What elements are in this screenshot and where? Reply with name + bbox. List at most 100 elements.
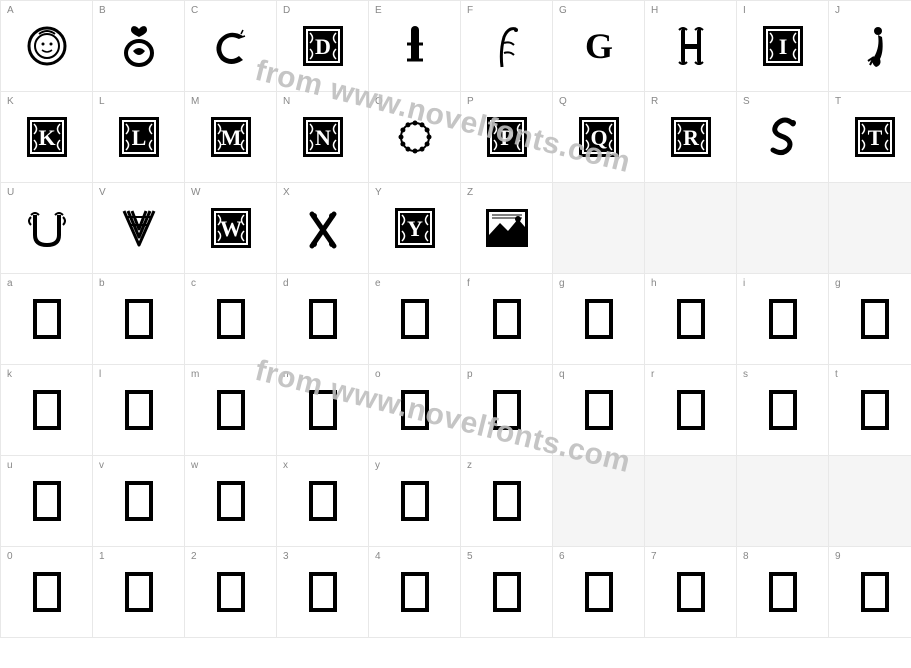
glyph-cell[interactable]: 1	[93, 547, 184, 637]
glyph-cell[interactable]: F	[461, 1, 552, 91]
missing-glyph-icon	[1, 365, 92, 455]
glyph-cell[interactable]: w	[185, 456, 276, 546]
glyph-cell[interactable]: y	[369, 456, 460, 546]
key-label: t	[835, 369, 838, 380]
glyph-cell[interactable]: J	[829, 1, 911, 91]
glyph-cell[interactable]: 6	[553, 547, 644, 637]
empty-cell	[737, 456, 828, 546]
glyph-cell[interactable]: H	[645, 1, 736, 91]
glyph-cell[interactable]: O	[369, 92, 460, 182]
key-label: M	[191, 96, 199, 107]
key-label: Y	[375, 187, 382, 198]
glyph-cell[interactable]: f	[461, 274, 552, 364]
glyph-cell[interactable]: l	[93, 365, 184, 455]
glyph-cell[interactable]: 5	[461, 547, 552, 637]
tofu-box-icon	[769, 299, 797, 339]
key-label: 0	[7, 551, 13, 562]
decorative-glyph-icon: L	[93, 92, 184, 182]
glyph-cell[interactable]: MM	[185, 92, 276, 182]
decorative-glyph-icon	[461, 1, 552, 91]
glyph-cell[interactable]: 4	[369, 547, 460, 637]
tofu-box-icon	[585, 572, 613, 612]
glyph-cell[interactable]: II	[737, 1, 828, 91]
glyph-cell[interactable]: Z	[461, 183, 552, 273]
tofu-box-icon	[401, 572, 429, 612]
glyph-cell[interactable]: NN	[277, 92, 368, 182]
glyph-cell[interactable]: LL	[93, 92, 184, 182]
glyph-cell[interactable]: B	[93, 1, 184, 91]
tofu-box-icon	[217, 390, 245, 430]
decorative-glyph-icon: N	[277, 92, 368, 182]
glyph-cell[interactable]: o	[369, 365, 460, 455]
glyph-cell[interactable]: DD	[277, 1, 368, 91]
glyph-cell[interactable]: h	[645, 274, 736, 364]
glyph-cell[interactable]: 0	[1, 547, 92, 637]
missing-glyph-icon	[737, 547, 828, 637]
glyph-cell[interactable]: TT	[829, 92, 911, 182]
decorative-glyph-icon: K	[1, 92, 92, 182]
glyph-cell[interactable]: WW	[185, 183, 276, 273]
glyph-cell[interactable]: a	[1, 274, 92, 364]
glyph-cell[interactable]: u	[1, 456, 92, 546]
tofu-box-icon	[585, 390, 613, 430]
tofu-box-icon	[309, 572, 337, 612]
glyph-cell[interactable]: X	[277, 183, 368, 273]
glyph-cell[interactable]: b	[93, 274, 184, 364]
glyph-cell[interactable]: V	[93, 183, 184, 273]
glyph-cell[interactable]: PP	[461, 92, 552, 182]
glyph-cell[interactable]: z	[461, 456, 552, 546]
missing-glyph-icon	[461, 456, 552, 546]
glyph-cell[interactable]: C	[185, 1, 276, 91]
glyph-cell[interactable]: d	[277, 274, 368, 364]
glyph-cell[interactable]: S	[737, 92, 828, 182]
key-label: e	[375, 278, 381, 289]
glyph-cell[interactable]: s	[737, 365, 828, 455]
glyph-cell[interactable]: e	[369, 274, 460, 364]
key-label: 9	[835, 551, 841, 562]
glyph-cell[interactable]: m	[185, 365, 276, 455]
missing-glyph-icon	[277, 456, 368, 546]
key-label: i	[743, 278, 745, 289]
tofu-box-icon	[217, 299, 245, 339]
key-label: Z	[467, 187, 473, 198]
missing-glyph-icon	[461, 365, 552, 455]
glyph-cell[interactable]: x	[277, 456, 368, 546]
glyph-cell[interactable]: g	[553, 274, 644, 364]
key-label: A	[7, 5, 14, 16]
glyph-cell[interactable]: n	[277, 365, 368, 455]
glyph-cell[interactable]: GG	[553, 1, 644, 91]
missing-glyph-icon	[369, 274, 460, 364]
key-label: w	[191, 460, 198, 471]
missing-glyph-icon	[553, 547, 644, 637]
glyph-cell[interactable]: v	[93, 456, 184, 546]
glyph-cell[interactable]: RR	[645, 92, 736, 182]
glyph-cell[interactable]: g	[829, 274, 911, 364]
glyph-cell[interactable]: 8	[737, 547, 828, 637]
tofu-box-icon	[401, 390, 429, 430]
glyph-cell[interactable]: q	[553, 365, 644, 455]
key-label: o	[375, 369, 381, 380]
glyph-cell[interactable]: YY	[369, 183, 460, 273]
glyph-cell[interactable]: 3	[277, 547, 368, 637]
glyph-cell[interactable]: QQ	[553, 92, 644, 182]
key-label: 3	[283, 551, 289, 562]
glyph-cell[interactable]: E	[369, 1, 460, 91]
key-label: r	[651, 369, 654, 380]
glyph-cell[interactable]: k	[1, 365, 92, 455]
glyph-cell[interactable]: KK	[1, 92, 92, 182]
glyph-cell[interactable]: U	[1, 183, 92, 273]
key-label: 2	[191, 551, 197, 562]
glyph-cell[interactable]: t	[829, 365, 911, 455]
decorative-glyph-icon: D	[277, 1, 368, 91]
glyph-cell[interactable]: c	[185, 274, 276, 364]
glyph-cell[interactable]: 9	[829, 547, 911, 637]
glyph-cell[interactable]: i	[737, 274, 828, 364]
glyph-cell[interactable]: p	[461, 365, 552, 455]
glyph-cell[interactable]: A	[1, 1, 92, 91]
glyph-cell[interactable]: 2	[185, 547, 276, 637]
decorative-glyph-icon	[1, 183, 92, 273]
missing-glyph-icon	[369, 547, 460, 637]
glyph-cell[interactable]: 7	[645, 547, 736, 637]
key-label: L	[99, 96, 105, 107]
glyph-cell[interactable]: r	[645, 365, 736, 455]
